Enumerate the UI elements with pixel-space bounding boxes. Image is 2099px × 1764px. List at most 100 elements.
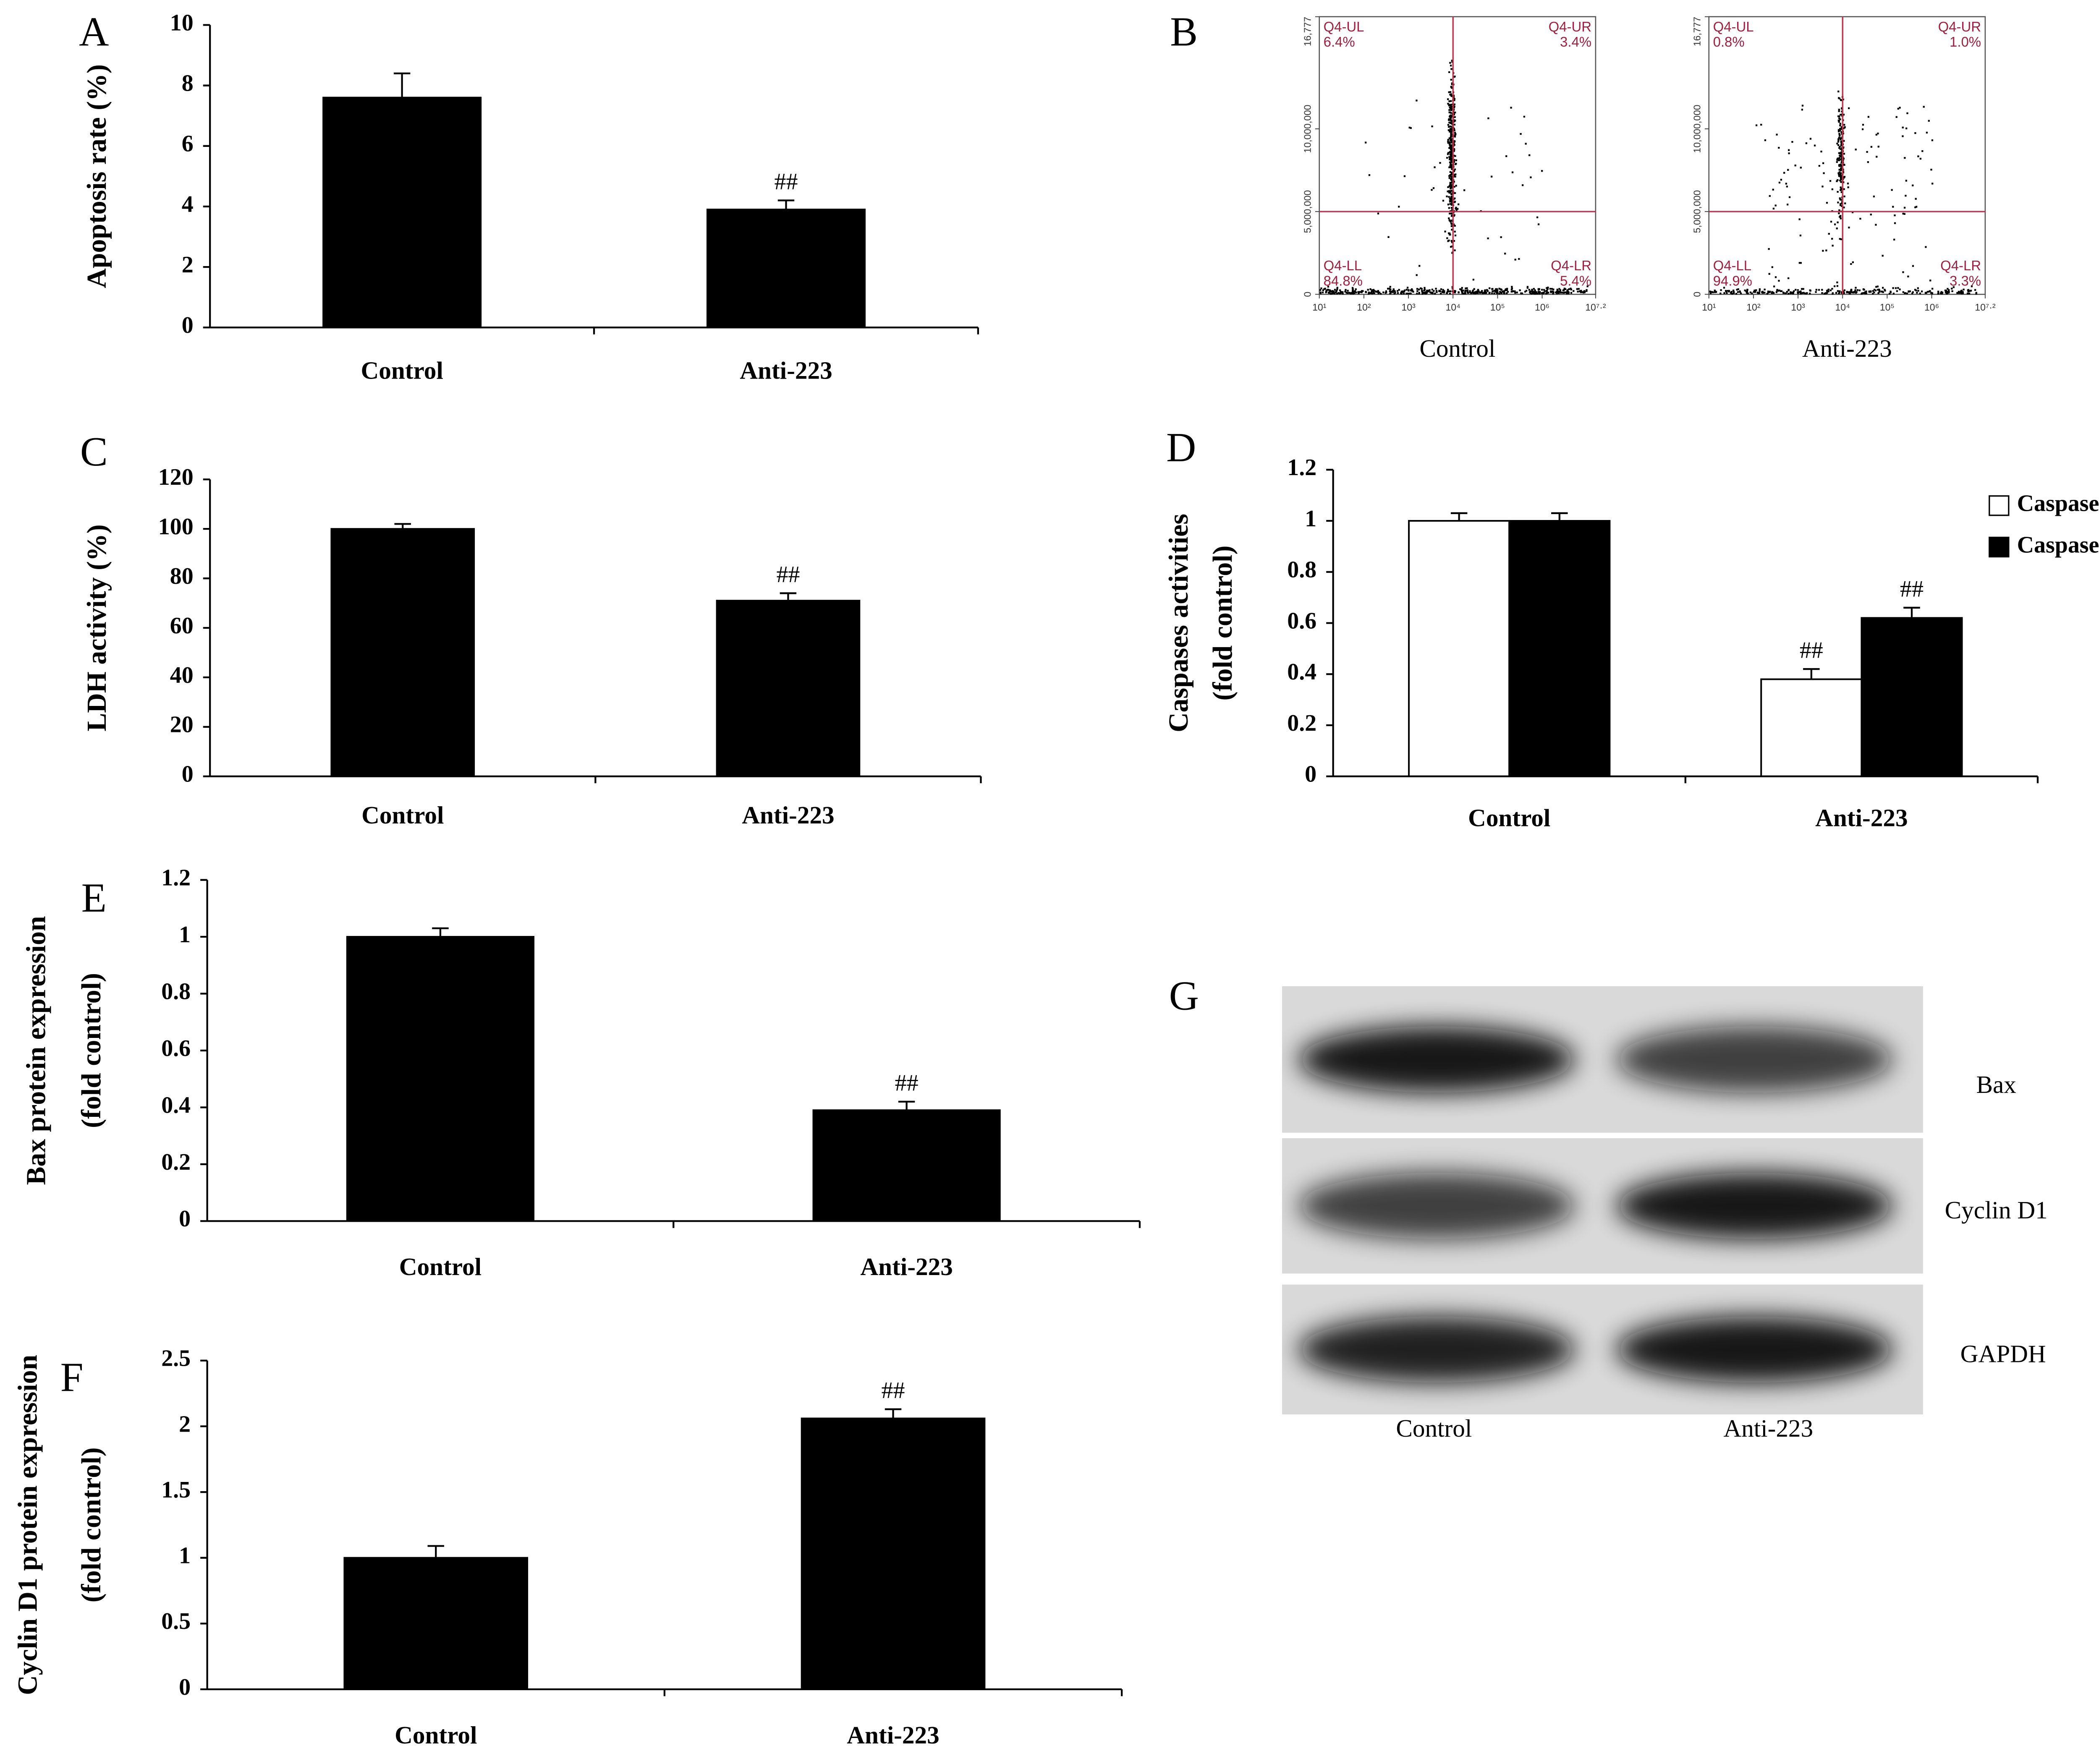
- event-dot: [1510, 288, 1513, 290]
- event-dot: [1465, 290, 1467, 292]
- event-dot: [1798, 218, 1801, 220]
- event-dot: [1768, 248, 1770, 250]
- event-dot: [1449, 233, 1451, 235]
- event-dot: [1459, 288, 1461, 290]
- event-dot: [1451, 129, 1453, 131]
- event-dot: [1837, 141, 1840, 143]
- y-tick-label: 1: [179, 1543, 191, 1569]
- event-dot: [1786, 204, 1789, 206]
- event-dot: [1568, 293, 1570, 295]
- event-dot: [1474, 293, 1476, 295]
- event-dot: [1577, 290, 1579, 293]
- event-dot: [1882, 287, 1884, 289]
- event-dot: [1538, 292, 1541, 294]
- event-dot: [1505, 155, 1508, 157]
- event-dot: [1745, 290, 1747, 293]
- event-dot: [1838, 209, 1840, 212]
- event-dot: [1450, 135, 1452, 137]
- event-dot: [1733, 291, 1735, 293]
- y-tick-label: 0.2: [161, 1149, 191, 1175]
- event-dot: [1449, 151, 1451, 153]
- event-dot: [1838, 152, 1840, 154]
- event-dot: [1827, 290, 1829, 293]
- event-dot: [1450, 166, 1452, 169]
- event-dot: [1583, 290, 1586, 292]
- event-dot: [1801, 105, 1804, 107]
- event-dot: [1506, 287, 1508, 290]
- event-dot: [1327, 292, 1330, 294]
- event-dot: [1455, 208, 1457, 210]
- event-dot: [1904, 157, 1906, 159]
- event-dot: [1449, 129, 1451, 131]
- event-dot: [1435, 287, 1437, 290]
- event-dot: [1450, 154, 1452, 157]
- event-dot: [1416, 274, 1418, 276]
- event-dot: [1450, 149, 1452, 151]
- event-dot: [1974, 289, 1976, 291]
- event-dot: [1892, 206, 1894, 208]
- event-dot: [1771, 266, 1773, 268]
- event-dot: [1448, 239, 1450, 242]
- event-dot: [1730, 292, 1733, 294]
- bar: [716, 600, 861, 777]
- event-dot: [1439, 162, 1441, 164]
- event-dot: [1838, 173, 1840, 176]
- event-dot: [1449, 131, 1451, 133]
- event-dot: [1556, 289, 1559, 291]
- event-dot: [1715, 291, 1717, 293]
- event-dot: [1352, 289, 1354, 291]
- y-tick-label: 0: [179, 1206, 191, 1232]
- event-dot: [1454, 133, 1456, 136]
- event-dot: [1447, 152, 1450, 154]
- event-dot: [1720, 293, 1722, 295]
- y-tick-label: 1.2: [1287, 455, 1316, 481]
- event-dot: [1449, 203, 1451, 205]
- event-dot: [1331, 293, 1333, 295]
- event-dot: [1848, 107, 1850, 109]
- significance-label: ##: [776, 562, 800, 588]
- event-dot: [1446, 292, 1448, 294]
- event-dot: [1720, 289, 1722, 291]
- event-dot: [1960, 290, 1962, 292]
- event-dot: [1840, 177, 1842, 180]
- y-tick-label: 20: [170, 712, 194, 738]
- bar: [322, 97, 482, 329]
- event-dot: [1450, 188, 1452, 190]
- event-dot: [1773, 285, 1775, 287]
- event-dot: [1838, 171, 1841, 173]
- event-dot: [1797, 289, 1799, 291]
- event-dot: [1840, 205, 1843, 207]
- event-dot: [1453, 113, 1455, 116]
- event-dot: [1759, 290, 1761, 292]
- event-dot: [1798, 291, 1800, 293]
- event-dot: [1449, 190, 1451, 192]
- event-dot: [1723, 292, 1725, 294]
- event-dot: [1902, 126, 1904, 128]
- event-dot: [1903, 213, 1905, 215]
- event-dot: [1769, 291, 1771, 293]
- event-dot: [1431, 288, 1433, 291]
- event-dot: [1450, 95, 1453, 97]
- x-tick-label: 10²: [1746, 302, 1761, 313]
- event-dot: [1840, 167, 1842, 170]
- event-dot: [1450, 156, 1453, 158]
- y-tick-label: 0: [182, 312, 194, 338]
- event-dot: [1484, 289, 1486, 291]
- event-dot: [1434, 293, 1436, 295]
- event-dot: [1451, 180, 1453, 183]
- event-dot: [1534, 293, 1536, 295]
- event-dot: [1746, 289, 1748, 291]
- event-dot: [1897, 287, 1899, 289]
- event-dot: [1782, 292, 1785, 294]
- event-dot: [1336, 293, 1338, 295]
- event-dot: [1917, 155, 1919, 157]
- event-dot: [1890, 291, 1892, 293]
- event-dot: [1906, 293, 1908, 295]
- event-dot: [1429, 289, 1431, 291]
- event-dot: [1566, 290, 1568, 292]
- event-dot: [1747, 292, 1749, 295]
- row-label: GAPDH: [1960, 1340, 2046, 1367]
- event-dot: [1405, 289, 1408, 291]
- event-dot: [1448, 175, 1450, 177]
- event-dot: [1371, 290, 1373, 293]
